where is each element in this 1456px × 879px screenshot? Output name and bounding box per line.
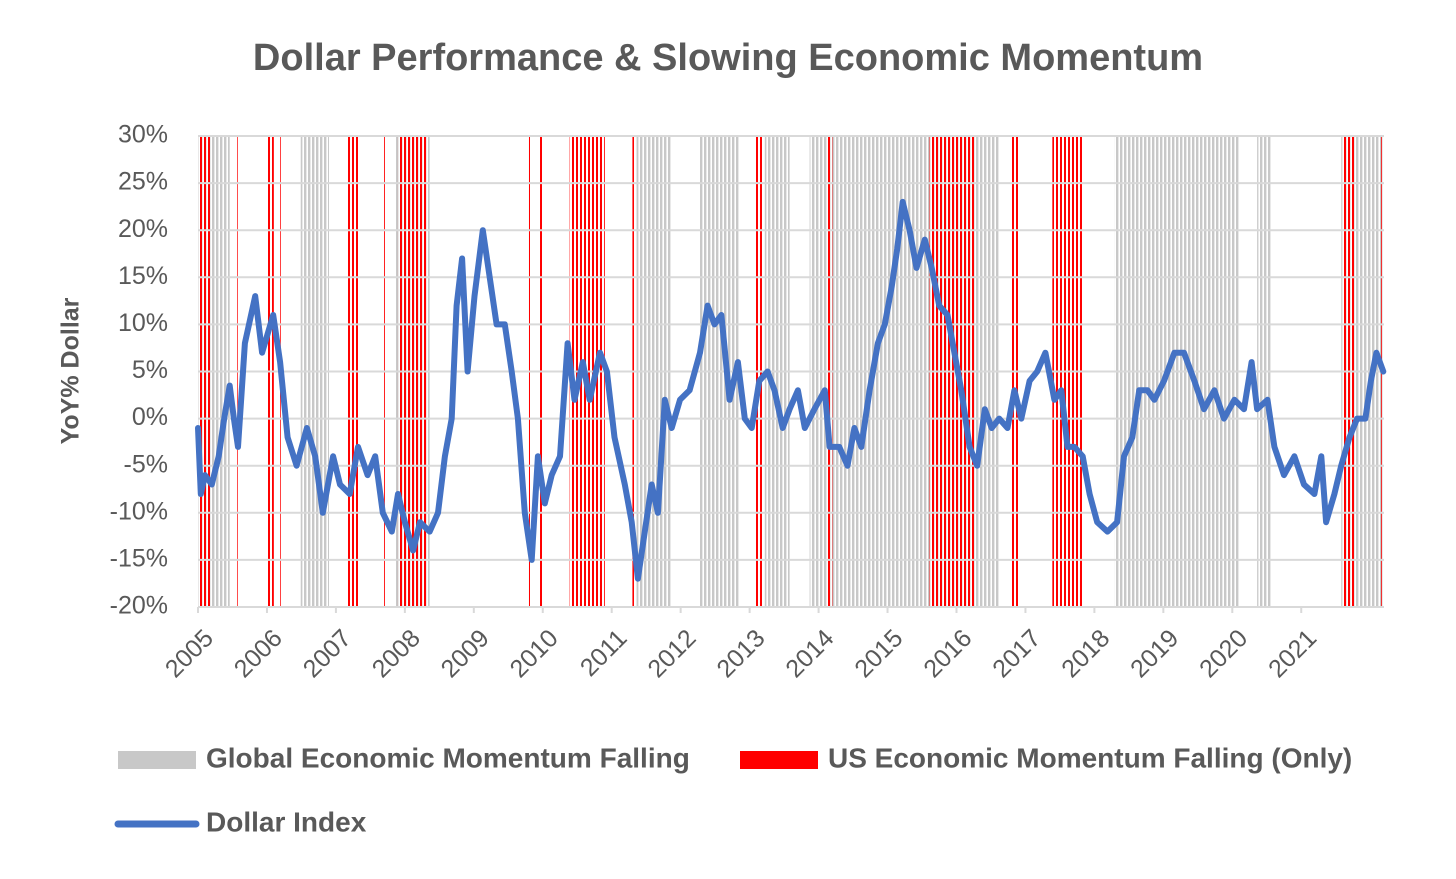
y-tick-label: 20% <box>118 215 168 243</box>
y-tick-label: 5% <box>132 356 168 384</box>
y-tick-label: 0% <box>132 403 168 431</box>
lines <box>195 198 1387 582</box>
legend-label: US Economic Momentum Falling (Only) <box>828 742 1352 773</box>
y-tick-label: -5% <box>124 450 168 478</box>
dollar-line <box>195 198 1387 582</box>
y-tick-label: 10% <box>118 309 168 337</box>
grid <box>198 135 1384 608</box>
y-axis-label: YoY% Dollar <box>57 297 85 444</box>
legend-swatch <box>740 751 818 769</box>
legend-label: Global Economic Momentum Falling <box>206 742 690 773</box>
legend: Global Economic Momentum Falling US Econo… <box>114 742 1352 837</box>
legend-swatch <box>118 751 196 769</box>
y-tick-label: 15% <box>118 262 168 290</box>
y-tick-label: 25% <box>118 168 168 196</box>
y-tick-label: 30% <box>118 121 168 149</box>
y-tick-label: -20% <box>110 592 168 620</box>
y-tick-label: -10% <box>110 497 168 525</box>
y-tick-label: -15% <box>110 545 168 573</box>
chart-title: Dollar Performance & Slowing Economic Mo… <box>253 37 1203 79</box>
legend-label: Dollar Index <box>206 806 367 837</box>
